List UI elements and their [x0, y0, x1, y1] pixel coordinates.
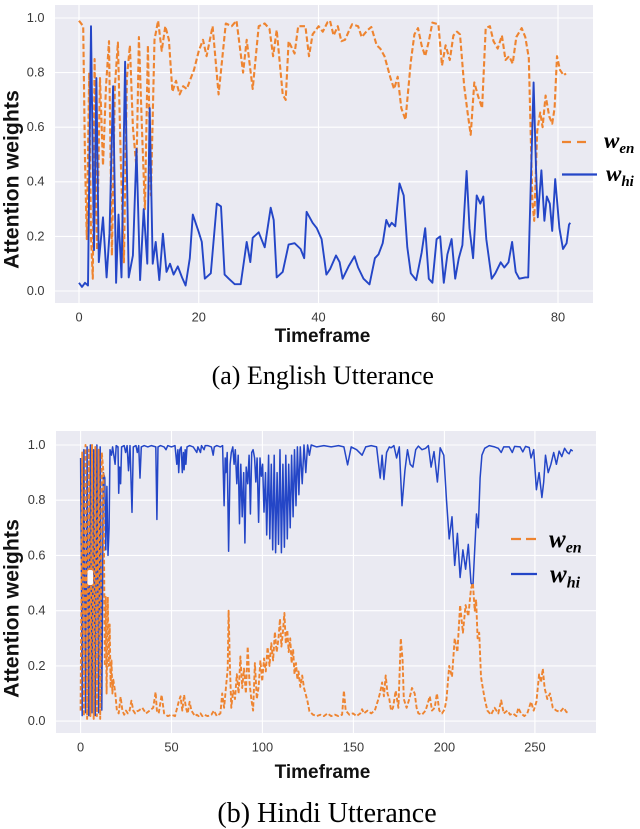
svg-text:1.0: 1.0	[27, 10, 45, 25]
svg-text:60: 60	[431, 310, 445, 325]
svg-text:Attention weights: Attention weights	[0, 519, 24, 698]
svg-text:(a) English Utterance: (a) English Utterance	[212, 361, 434, 390]
svg-text:100: 100	[252, 740, 273, 755]
svg-text:0: 0	[75, 310, 82, 325]
svg-text:20: 20	[192, 310, 206, 325]
svg-text:Timeframe: Timeframe	[275, 326, 371, 347]
svg-text:40: 40	[311, 310, 325, 325]
svg-text:0.0: 0.0	[27, 283, 45, 298]
svg-text:150: 150	[343, 740, 364, 755]
svg-text:0.6: 0.6	[28, 547, 46, 562]
svg-text:whi: whi	[550, 561, 581, 592]
svg-text:0: 0	[77, 740, 84, 755]
svg-text:0.8: 0.8	[27, 65, 45, 80]
svg-text:80: 80	[551, 310, 565, 325]
svg-text:(b) Hindi Utterance: (b) Hindi Utterance	[217, 798, 436, 829]
svg-text:250: 250	[524, 740, 545, 755]
svg-text:0.6: 0.6	[27, 119, 45, 134]
svg-text:1.0: 1.0	[28, 437, 46, 452]
svg-text:Timeframe: Timeframe	[275, 762, 371, 783]
svg-text:0.2: 0.2	[27, 228, 45, 243]
svg-text:Attention weights: Attention weights	[0, 90, 24, 269]
svg-text:200: 200	[434, 740, 455, 755]
svg-text:50: 50	[164, 740, 178, 755]
svg-text:0.4: 0.4	[27, 174, 45, 189]
svg-text:0.4: 0.4	[28, 603, 46, 618]
svg-text:0.0: 0.0	[28, 713, 46, 728]
svg-text:wen: wen	[604, 128, 634, 157]
svg-text:0.2: 0.2	[28, 658, 46, 673]
svg-text:0.8: 0.8	[28, 492, 46, 507]
